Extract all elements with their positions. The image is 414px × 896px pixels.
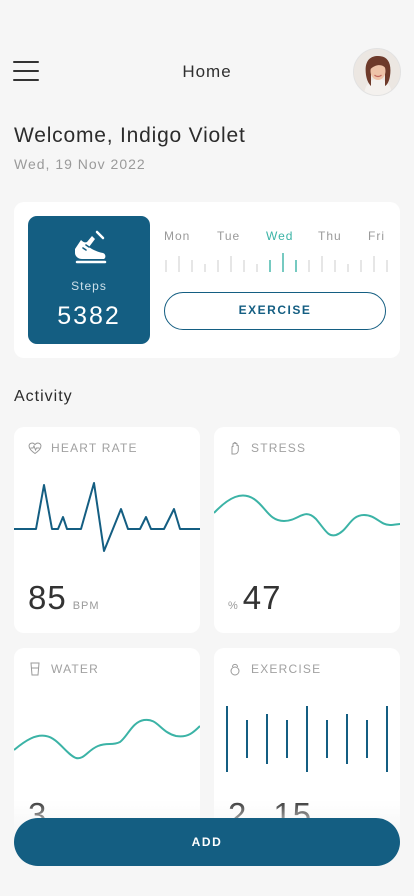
heart-rate-card[interactable]: HEART RATE 85 BPM: [14, 427, 200, 633]
steps-tile[interactable]: Steps 5382: [28, 216, 150, 344]
heart-rate-value: 85: [28, 579, 67, 616]
stress-title: STRESS: [251, 441, 307, 455]
steps-card: Steps 5382 Mon Tue Wed Thu Fri EXERCISE: [14, 202, 400, 358]
day-tick-marks: [165, 253, 388, 272]
steps-label: Steps: [71, 279, 107, 293]
day-mon[interactable]: Mon: [164, 229, 191, 243]
day-tue[interactable]: Tue: [217, 229, 241, 243]
welcome-greeting: Welcome, Indigo Violet: [14, 124, 246, 147]
current-date: Wed, 19 Nov 2022: [14, 156, 146, 172]
day-thu[interactable]: Thu: [318, 229, 342, 243]
heart-rate-unit: BPM: [72, 600, 100, 612]
sneaker-icon: [75, 230, 107, 264]
steps-value: 5382: [57, 302, 121, 330]
add-button[interactable]: ADD: [14, 818, 400, 866]
activity-title: Activity: [14, 388, 73, 405]
water-chart: [14, 718, 200, 760]
stress-card[interactable]: STRESS % 47: [214, 427, 400, 633]
glass-icon: [30, 662, 40, 676]
heart-rate-chart: [14, 482, 200, 552]
heart-rate-title: HEART RATE: [51, 441, 138, 455]
stress-chart: [214, 494, 400, 537]
water-title: WATER: [51, 662, 99, 676]
exercise-button[interactable]: EXERCISE: [164, 292, 386, 330]
stress-unit: %: [228, 600, 238, 612]
weekday-selector: Mon Tue Wed Thu Fri: [164, 229, 400, 245]
stress-value: 47: [242, 579, 282, 616]
header: Home: [0, 48, 414, 96]
user-avatar[interactable]: [353, 48, 401, 96]
exercise-chart: [226, 706, 388, 772]
page-title: Home: [182, 62, 232, 81]
exercise-title: EXERCISE: [251, 662, 322, 676]
heart-pulse-icon: [28, 442, 42, 455]
kettlebell-icon: [230, 663, 240, 676]
day-wed[interactable]: Wed: [266, 229, 294, 243]
day-fri[interactable]: Fri: [368, 229, 385, 243]
hamburger-menu-icon[interactable]: [13, 60, 39, 82]
hand-icon: [231, 441, 239, 455]
